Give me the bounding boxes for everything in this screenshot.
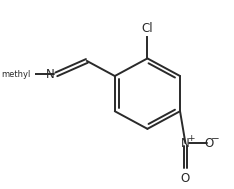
Text: O: O (181, 172, 190, 185)
Text: N: N (181, 137, 190, 150)
Text: +: + (187, 134, 194, 143)
Text: −: − (211, 134, 220, 144)
Text: methyl: methyl (1, 70, 30, 79)
Text: Cl: Cl (142, 22, 153, 35)
Text: O: O (204, 137, 213, 150)
Text: N: N (46, 68, 55, 81)
